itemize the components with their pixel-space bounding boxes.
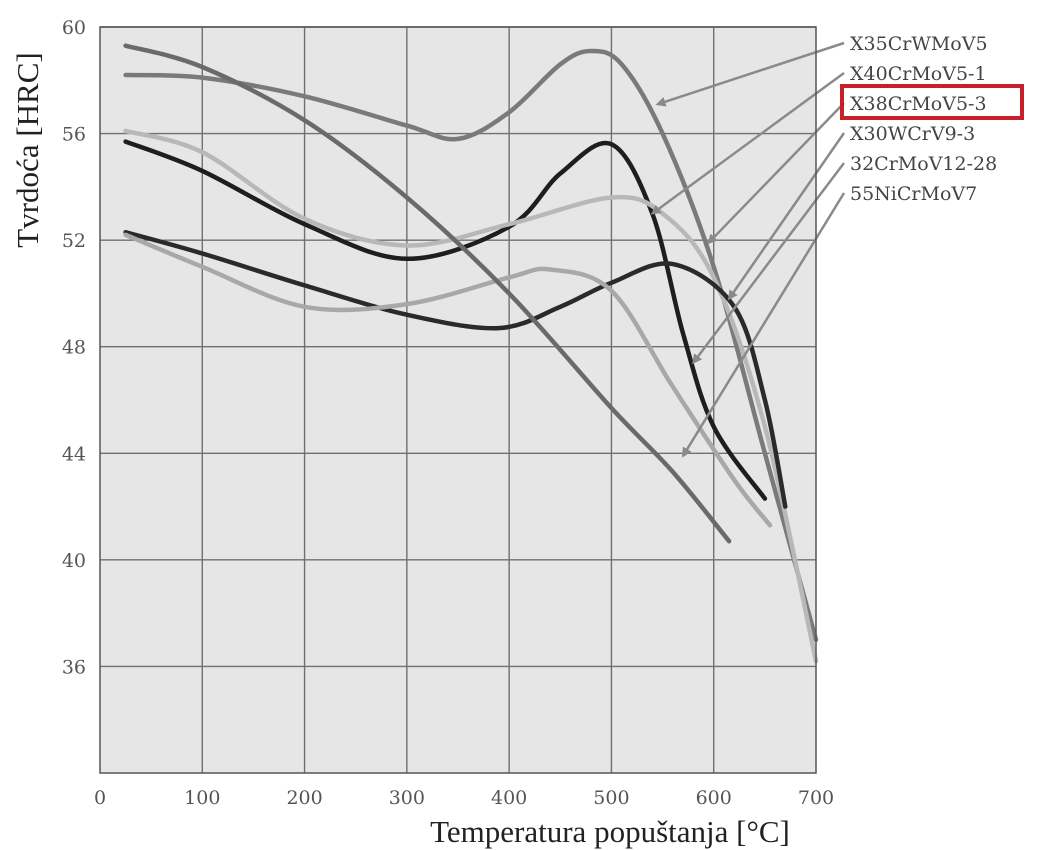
y-axis-title: Tvrdoća [HRC] bbox=[10, 52, 45, 247]
plot-area bbox=[100, 27, 816, 773]
x-axis-title: Temperatura popuštanja [°C] bbox=[430, 814, 790, 849]
y-tick-label: 52 bbox=[62, 230, 86, 252]
series-line-x40crmov5-1 bbox=[123, 139, 768, 501]
legend-arrow bbox=[681, 192, 846, 458]
x-tick-label: 600 bbox=[696, 787, 732, 809]
legend-highlight-box bbox=[840, 84, 1024, 120]
legend-arrow bbox=[650, 71, 845, 215]
x-tick-label: 200 bbox=[286, 787, 322, 809]
legend-label: X35CrWMoV5 bbox=[850, 33, 988, 55]
x-tick-label: 0 bbox=[94, 787, 106, 809]
x-tick-label: 400 bbox=[491, 787, 527, 809]
y-tick-label: 48 bbox=[62, 337, 86, 359]
legend-arrow bbox=[655, 41, 845, 107]
x-tick-label: 700 bbox=[798, 787, 834, 809]
legend-label: X30WCrV9-3 bbox=[850, 123, 975, 145]
x-tick-label: 300 bbox=[389, 787, 425, 809]
series-line-x38crmov5-3 bbox=[123, 128, 819, 664]
y-tick-label: 56 bbox=[62, 124, 86, 146]
series-line-32crmov12-28 bbox=[123, 232, 773, 528]
y-tick-label: 36 bbox=[62, 656, 86, 678]
legend-label: X38CrMoV5-3 bbox=[850, 93, 987, 115]
y-tick-label: 44 bbox=[62, 443, 86, 465]
series-line-55nicrmov7 bbox=[123, 43, 732, 544]
legend-label: 55NiCrMoV7 bbox=[850, 183, 977, 205]
series-lines bbox=[123, 43, 819, 664]
legend-arrows bbox=[650, 41, 846, 458]
legend-arrow bbox=[707, 102, 845, 245]
legend: X35CrWMoV5 X40CrMoV5-1 X38CrMoV5-3 X30WCrV9… bbox=[840, 33, 1024, 205]
y-tick-label: 60 bbox=[62, 17, 86, 39]
legend-label: 32CrMoV12-28 bbox=[850, 153, 997, 175]
y-tick-labels: 36 40 44 48 52 56 60 bbox=[62, 17, 86, 678]
x-tick-label: 100 bbox=[184, 787, 220, 809]
x-tick-label: 500 bbox=[593, 787, 629, 809]
y-tick-label: 40 bbox=[62, 550, 86, 572]
legend-label: X40CrMoV5-1 bbox=[850, 63, 987, 85]
legend-arrow bbox=[727, 132, 846, 301]
series-line-x35crwmov5 bbox=[123, 48, 819, 643]
legend-arrow bbox=[692, 162, 845, 365]
plot-frame bbox=[99, 26, 817, 774]
x-tick-labels: 0 100 200 300 400 500 600 700 bbox=[94, 787, 834, 809]
